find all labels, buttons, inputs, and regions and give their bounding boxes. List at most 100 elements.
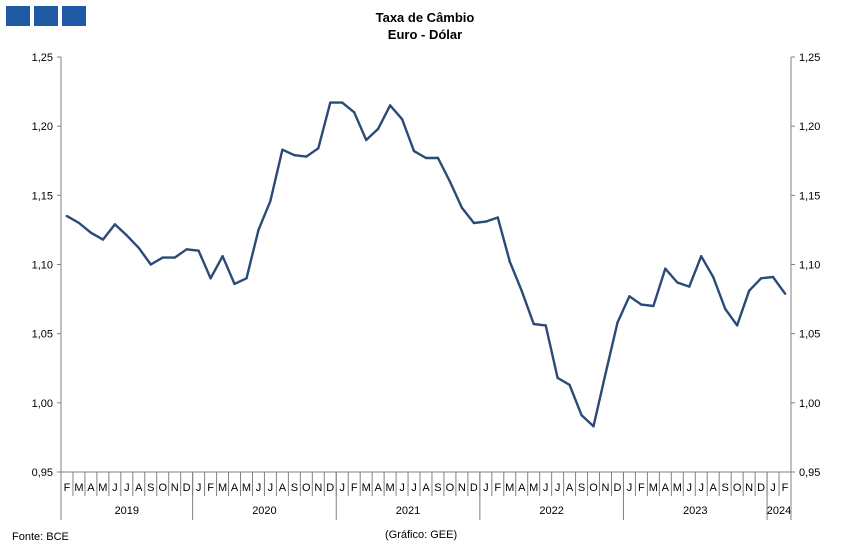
month-label: D: [757, 482, 765, 494]
y-tick-label-left: 1,10: [32, 260, 53, 272]
data-point: [735, 324, 739, 327]
month-label: N: [458, 482, 466, 494]
month-label: D: [326, 482, 334, 494]
data-point: [592, 425, 595, 428]
data-point: [616, 321, 619, 324]
month-label: A: [710, 482, 718, 494]
month-label: N: [314, 482, 322, 494]
month-label: M: [362, 482, 371, 494]
month-label: O: [158, 482, 167, 494]
data-point: [676, 281, 679, 284]
data-point: [269, 199, 272, 203]
data-point: [341, 101, 344, 104]
month-label: A: [279, 482, 287, 494]
data-point: [161, 256, 164, 259]
month-label: F: [494, 482, 501, 494]
month-label: O: [302, 482, 311, 494]
month-label: A: [566, 482, 574, 494]
month-label: D: [470, 482, 478, 494]
year-label: 2019: [115, 505, 139, 517]
data-point: [783, 292, 787, 295]
data-point: [113, 223, 117, 226]
y-tick-label-left: 1,15: [32, 190, 53, 202]
logo: [6, 6, 86, 26]
data-point: [352, 111, 356, 114]
data-point: [628, 295, 631, 298]
data-point: [759, 277, 763, 280]
year-label: 2020: [252, 505, 276, 517]
month-label: S: [147, 482, 154, 494]
data-point: [125, 234, 129, 237]
data-point: [317, 147, 320, 150]
month-label: J: [687, 482, 693, 494]
data-point: [412, 149, 416, 153]
data-point: [185, 248, 188, 251]
chart-subtitle: Euro - Dólar: [387, 27, 463, 42]
month-label: M: [673, 482, 682, 494]
data-point: [197, 249, 200, 252]
source-note: Fonte: BCE: [12, 531, 69, 543]
month-label: S: [578, 482, 585, 494]
month-label: J: [627, 482, 633, 494]
data-point: [484, 220, 488, 223]
data-point: [688, 285, 691, 288]
data-point: [281, 148, 284, 151]
data-point: [173, 256, 176, 259]
data-point: [771, 275, 775, 279]
data-point: [723, 307, 727, 310]
logo-block-2: [34, 6, 58, 26]
data-point: [77, 221, 81, 225]
month-label: M: [505, 482, 514, 494]
month-label: F: [782, 482, 789, 494]
month-label: A: [518, 482, 526, 494]
month-label: A: [374, 482, 382, 494]
month-label: J: [112, 482, 118, 494]
data-point: [436, 156, 440, 160]
data-point: [532, 322, 535, 326]
data-point: [640, 303, 643, 306]
data-point: [293, 154, 296, 157]
data-point: [364, 138, 368, 142]
month-label: M: [98, 482, 107, 494]
month-label: O: [733, 482, 742, 494]
month-label: A: [422, 482, 430, 494]
data-point: [329, 101, 332, 104]
data-point: [568, 383, 571, 387]
y-tick-label-right: 1,10: [799, 260, 820, 272]
chart-title: Taxa de Câmbio: [375, 10, 475, 25]
month-label: J: [555, 482, 561, 494]
month-label: M: [529, 482, 538, 494]
logo-block-3: [62, 6, 86, 26]
month-label: S: [722, 482, 729, 494]
y-tick-label-right: 1,20: [799, 121, 820, 133]
month-label: N: [171, 482, 179, 494]
month-label: F: [638, 482, 645, 494]
y-tick-label-right: 1,05: [799, 329, 820, 341]
data-point: [448, 180, 452, 183]
y-tick-label-right: 1,15: [799, 190, 820, 202]
data-point: [544, 324, 547, 327]
month-label: J: [268, 482, 274, 494]
month-label: M: [242, 482, 251, 494]
data-point: [89, 231, 93, 234]
data-point: [460, 206, 464, 209]
data-point: [747, 289, 751, 292]
month-label: J: [196, 482, 202, 494]
month-label: M: [386, 482, 395, 494]
data-point: [257, 228, 260, 232]
month-label: N: [602, 482, 610, 494]
data-point: [472, 221, 476, 225]
month-label: J: [124, 482, 130, 494]
data-point: [245, 277, 248, 280]
data-point: [712, 275, 715, 279]
data-point: [508, 260, 511, 263]
month-label: J: [339, 482, 345, 494]
month-label: D: [183, 482, 191, 494]
year-label: 2023: [683, 505, 707, 517]
month-label: N: [745, 482, 753, 494]
data-point: [520, 289, 523, 292]
y-tick-label-right: 0,95: [799, 467, 820, 479]
y-tick-label-left: 0,95: [32, 467, 53, 479]
month-label: M: [218, 482, 227, 494]
